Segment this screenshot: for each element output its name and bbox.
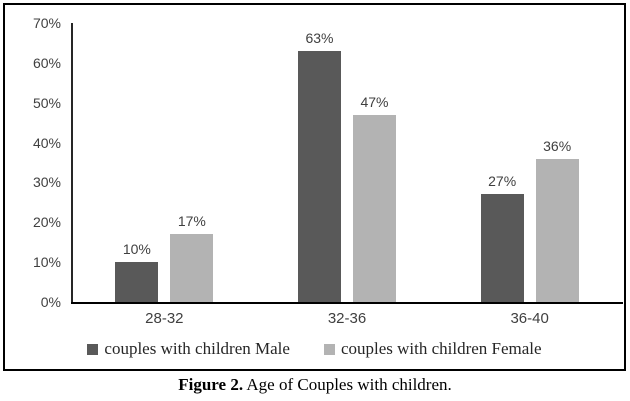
bar-female-36-40 (535, 158, 579, 302)
y-tick-label: 40% (32, 134, 61, 151)
legend-swatch-female-icon (323, 343, 335, 355)
legend-swatch-male-icon (87, 343, 99, 355)
x-category-label: 28-32 (145, 310, 184, 327)
y-tick-label: 50% (32, 94, 61, 111)
bar-female-28-32 (170, 234, 214, 302)
bar-value-label: 63% (305, 29, 334, 46)
y-tick-label: 70% (32, 15, 61, 31)
caption-text: Age of Couples with children. (243, 375, 452, 394)
chart-frame: 0% 10% 20% 30% 40% 50% 60% 70% 10% 17% 28-32 63% 47%… (3, 3, 626, 371)
y-axis-line (71, 23, 73, 304)
y-tick-label: 0% (40, 294, 61, 310)
bar-value-label: 17% (177, 213, 206, 230)
bar-female-32-36 (353, 114, 396, 302)
y-tick-label: 10% (32, 254, 61, 271)
plot-area: 0% 10% 20% 30% 40% 50% 60% 70% 10% 17% 28-32 63% 47%… (33, 15, 623, 327)
bar-value-label: 10% (122, 241, 151, 258)
caption-figure-number: Figure 2. (178, 375, 244, 394)
legend-item-male: couples with children Male (87, 339, 290, 359)
y-tick-label: 60% (32, 54, 61, 71)
bar-value-label: 47% (360, 93, 389, 110)
legend-label-male: couples with children Male (104, 339, 290, 358)
legend-label-female: couples with children Female (340, 339, 542, 358)
bar-value-label: 36% (543, 137, 572, 154)
legend: couples with children Male couples with … (5, 339, 624, 359)
figure-caption: Figure 2. Age of Couples with children. (0, 375, 630, 395)
y-tick-label: 20% (32, 214, 61, 231)
bar-male-36-40 (480, 194, 524, 302)
x-category-label: 36-40 (510, 310, 549, 327)
legend-item-female: couples with children Female (323, 339, 542, 359)
bar-value-label: 27% (488, 173, 517, 190)
x-axis-line (71, 302, 623, 304)
y-tick-label: 30% (32, 174, 61, 191)
bar-male-32-36 (298, 50, 341, 302)
bar-male-28-32 (115, 262, 159, 302)
x-category-label: 32-36 (327, 310, 367, 327)
